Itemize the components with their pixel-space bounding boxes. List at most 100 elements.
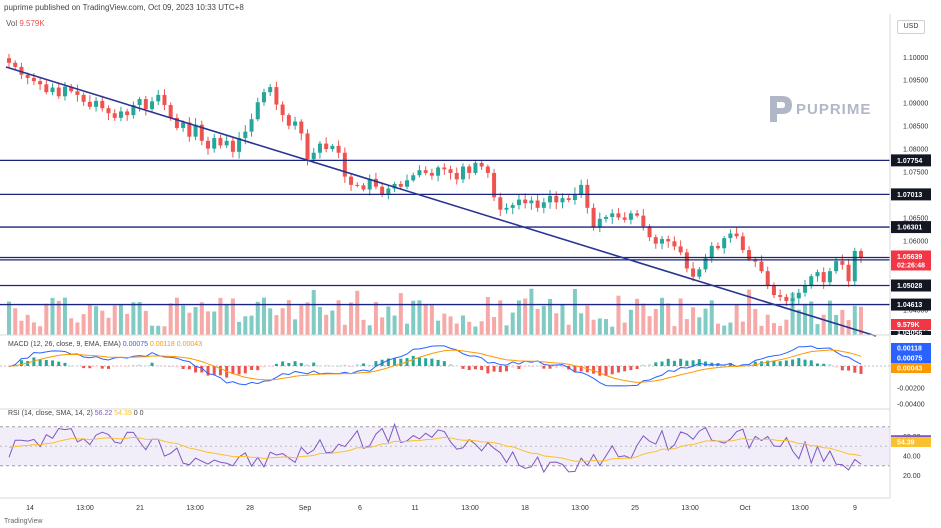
candle[interactable]: [336, 140, 341, 159]
candle[interactable]: [597, 212, 602, 233]
candle[interactable]: [479, 160, 484, 170]
candle[interactable]: [274, 81, 279, 111]
candle[interactable]: [349, 173, 354, 191]
candle[interactable]: [417, 165, 422, 178]
candle[interactable]: [118, 106, 123, 122]
candle[interactable]: [44, 79, 49, 95]
candle[interactable]: [523, 193, 528, 209]
candle[interactable]: [94, 96, 99, 112]
candle[interactable]: [635, 209, 640, 218]
candle[interactable]: [280, 101, 285, 122]
candle[interactable]: [81, 92, 86, 106]
candle[interactable]: [131, 101, 136, 119]
candle[interactable]: [653, 234, 658, 249]
candle[interactable]: [411, 172, 416, 183]
candle[interactable]: [174, 113, 179, 131]
candle[interactable]: [212, 133, 217, 153]
candle[interactable]: [112, 109, 117, 121]
candle[interactable]: [423, 166, 428, 176]
candle[interactable]: [616, 208, 621, 221]
candle[interactable]: [560, 193, 565, 209]
candle[interactable]: [541, 197, 546, 214]
candle[interactable]: [69, 83, 74, 94]
candle[interactable]: [125, 108, 130, 121]
candle[interactable]: [442, 163, 447, 175]
candle[interactable]: [460, 163, 465, 184]
candle[interactable]: [38, 77, 43, 91]
candle[interactable]: [286, 113, 291, 130]
candle[interactable]: [585, 179, 590, 214]
candle[interactable]: [361, 183, 366, 192]
candle[interactable]: [510, 202, 515, 215]
candle[interactable]: [7, 53, 11, 68]
candle[interactable]: [485, 164, 490, 178]
candle[interactable]: [467, 164, 472, 180]
candle[interactable]: [697, 267, 702, 280]
candle[interactable]: [87, 95, 92, 110]
candle[interactable]: [150, 97, 155, 113]
candle[interactable]: [572, 187, 577, 205]
candle[interactable]: [56, 82, 61, 99]
candle[interactable]: [75, 84, 80, 102]
candle[interactable]: [728, 229, 733, 243]
candle[interactable]: [529, 196, 534, 210]
candle[interactable]: [827, 267, 832, 286]
candle[interactable]: [796, 288, 801, 305]
candle[interactable]: [193, 118, 198, 141]
candle[interactable]: [678, 240, 683, 256]
candle[interactable]: [504, 203, 509, 214]
candle[interactable]: [249, 113, 254, 137]
candle[interactable]: [224, 135, 229, 148]
candle[interactable]: [516, 194, 521, 210]
candle[interactable]: [13, 60, 18, 70]
candle[interactable]: [405, 174, 410, 190]
candle[interactable]: [268, 84, 273, 96]
candle[interactable]: [355, 182, 360, 188]
candle[interactable]: [299, 119, 304, 141]
candle[interactable]: [666, 235, 671, 248]
candle[interactable]: [237, 131, 242, 159]
candle[interactable]: [230, 137, 235, 158]
candle[interactable]: [50, 83, 55, 96]
candle[interactable]: [162, 89, 167, 111]
candle[interactable]: [317, 141, 322, 159]
candle[interactable]: [747, 246, 752, 262]
candle[interactable]: [342, 147, 347, 183]
candle[interactable]: [566, 194, 571, 203]
candle[interactable]: [759, 255, 764, 274]
candle[interactable]: [740, 232, 745, 254]
candle[interactable]: [199, 120, 204, 146]
candle[interactable]: [293, 116, 298, 130]
candle[interactable]: [622, 212, 627, 223]
candle[interactable]: [659, 236, 664, 250]
candle[interactable]: [100, 95, 105, 112]
candle[interactable]: [628, 210, 633, 225]
candle[interactable]: [734, 227, 739, 239]
currency-button[interactable]: USD: [897, 20, 925, 34]
candle[interactable]: [436, 165, 441, 182]
candle[interactable]: [722, 235, 727, 254]
candle[interactable]: [672, 236, 677, 251]
candle[interactable]: [261, 88, 266, 106]
candle[interactable]: [498, 192, 503, 217]
candle[interactable]: [591, 203, 596, 231]
candle[interactable]: [852, 247, 857, 287]
candle[interactable]: [778, 289, 783, 302]
downtrend-line[interactable]: [5, 66, 877, 337]
candle[interactable]: [715, 242, 720, 251]
candle[interactable]: [846, 258, 851, 287]
candle[interactable]: [330, 143, 335, 152]
candle[interactable]: [803, 279, 808, 297]
candle[interactable]: [548, 190, 553, 209]
candle[interactable]: [143, 95, 148, 116]
candle[interactable]: [156, 90, 161, 106]
candle[interactable]: [473, 160, 478, 176]
candle[interactable]: [367, 174, 372, 196]
candle[interactable]: [809, 273, 814, 289]
candle[interactable]: [492, 168, 497, 202]
chart-canvas[interactable]: 1.10000 1.09500 1.09000 1.08500 1.08000 1.075…: [0, 14, 941, 528]
candle[interactable]: [454, 167, 459, 185]
candle[interactable]: [206, 136, 211, 155]
candle[interactable]: [218, 134, 223, 149]
candle[interactable]: [429, 168, 434, 180]
